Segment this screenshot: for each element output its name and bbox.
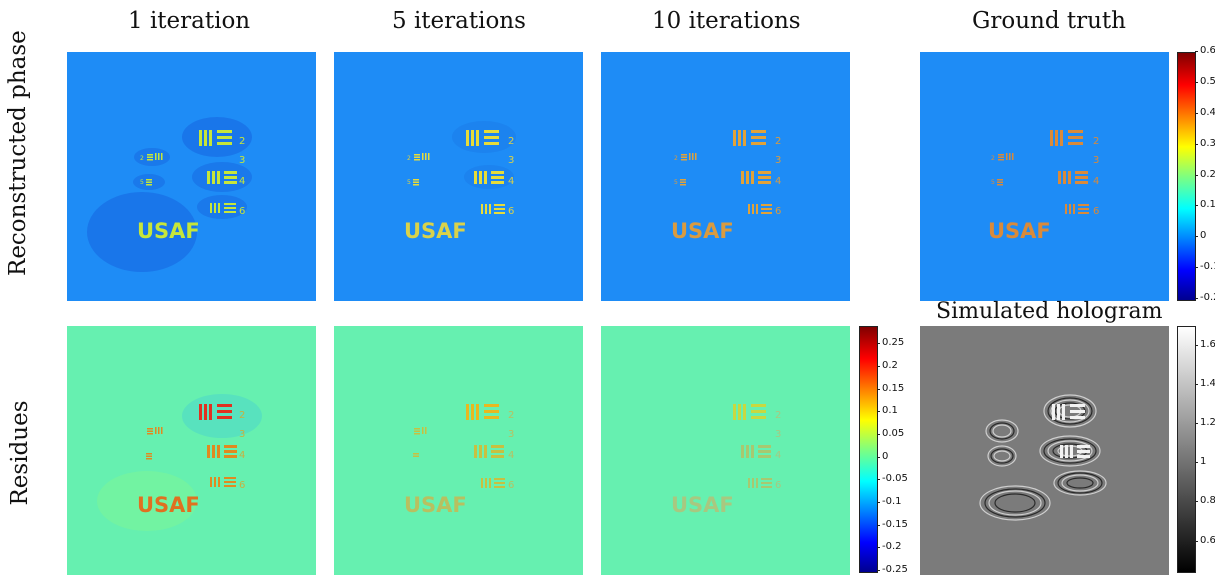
phase-panel-10-iterations: USAF 2 3 4 6 2 5 (601, 52, 850, 301)
column-title-10-iterations: 10 iterations (652, 8, 801, 34)
hologram-panel (920, 326, 1169, 575)
target-number-2: 2 (239, 410, 245, 421)
phase-colorbar-tick: -0.2 (1195, 292, 1215, 303)
svg-text:5: 5 (674, 179, 678, 186)
hologram-colorbar-tick: 0.8 (1195, 495, 1215, 507)
target-number-6: 6 (239, 206, 245, 217)
column-title-5-iterations: 5 iterations (392, 8, 526, 34)
svg-text:2: 2 (674, 155, 678, 162)
usaf-label: USAF (404, 219, 467, 243)
target-number-4: 4 (508, 176, 514, 187)
target-number-3: 3 (775, 155, 781, 166)
column-title-ground-truth: Ground truth (972, 8, 1126, 34)
target-number-3: 3 (1093, 155, 1099, 166)
target-number-6: 6 (508, 480, 514, 491)
target-number-2: 2 (775, 136, 781, 147)
residue-colorbar-tick: -0.2 (877, 541, 902, 553)
phase-image-10-iterations: USAF 2 3 4 6 2 5 (601, 52, 850, 301)
phase-colorbar-tick: 0.5 (1195, 75, 1215, 87)
column-title-1-iteration: 1 iteration (128, 8, 251, 34)
residue-image-10-iterations: USAF 2 3 4 6 (601, 326, 850, 575)
target-number-4: 4 (775, 176, 781, 187)
phase-panel-1-iteration: USAF 2 3 4 6 2 5 (67, 52, 316, 301)
target-number-3: 3 (508, 429, 514, 440)
usaf-label: USAF (137, 219, 200, 243)
target-number-3: 3 (508, 155, 514, 166)
usaf-label: USAF (137, 493, 200, 517)
phase-image-ground-truth: USAF 2 3 4 6 2 5 (920, 52, 1169, 301)
phase-colorbar-tick: -0.1 (1195, 261, 1215, 272)
svg-text:2: 2 (407, 155, 411, 162)
target-number-3: 3 (239, 429, 245, 440)
phase-colorbar-tick: 0.3 (1195, 137, 1215, 149)
svg-text:2: 2 (991, 155, 995, 162)
hologram-colorbar-tick: 1 (1194, 456, 1207, 468)
target-number-6: 6 (1093, 206, 1099, 217)
phase-colorbar-tick: 0 (1194, 230, 1207, 242)
svg-text:5: 5 (991, 179, 995, 186)
target-number-4: 4 (1093, 176, 1099, 187)
usaf-label: USAF (404, 493, 467, 517)
residue-image-5-iterations: USAF 2 3 4 6 (334, 326, 583, 575)
hologram-colorbar-tick: 1.4 (1195, 377, 1215, 389)
target-number-4: 4 (775, 450, 781, 461)
phase-panel-5-iterations: USAF 2 3 4 6 2 5 (334, 52, 583, 301)
hologram-colorbar-tick: 1.6 (1195, 338, 1215, 350)
phase-colorbar-tick: 0.1 (1195, 199, 1215, 211)
hologram-image (920, 326, 1169, 575)
row-label-residues: Residues (7, 400, 33, 506)
svg-text:2: 2 (140, 155, 144, 162)
phase-image-1-iteration: USAF 2 3 4 6 2 5 (67, 52, 316, 301)
target-number-2: 2 (1093, 136, 1099, 147)
residue-colorbar-tick: 0 (876, 450, 889, 462)
usaf-label: USAF (988, 219, 1051, 243)
residue-colorbar-tick: -0.15 (877, 518, 908, 530)
hologram-colorbar (1177, 326, 1196, 573)
residue-colorbar-tick: 0.25 (876, 337, 905, 349)
residue-colorbar-tick: 0.15 (876, 382, 905, 394)
residue-panel-10-iterations: USAF 2 3 4 6 (601, 326, 850, 575)
residue-colorbar-tick: 0.05 (876, 427, 905, 439)
residue-image-1-iteration: USAF 2 3 4 6 (67, 326, 316, 575)
svg-text:5: 5 (407, 179, 411, 186)
residue-colorbar-tick: 0.2 (877, 359, 898, 371)
phase-colorbar-tick: 0.2 (1195, 168, 1215, 180)
residue-colorbar-tick: -0.05 (877, 473, 908, 485)
target-number-6: 6 (508, 206, 514, 217)
residue-panel-1-iteration: USAF 2 3 4 6 (67, 326, 316, 575)
target-number-2: 2 (775, 410, 781, 421)
target-number-6: 6 (775, 206, 781, 217)
phase-image-5-iterations: USAF 2 3 4 6 2 5 (334, 52, 583, 301)
target-number-2: 2 (508, 410, 514, 421)
target-number-6: 6 (239, 480, 245, 491)
residue-colorbar-tick: -0.1 (877, 495, 902, 507)
phase-colorbar (1177, 52, 1196, 301)
residue-colorbar-tick: -0.25 (877, 564, 908, 575)
usaf-label: USAF (671, 493, 734, 517)
residue-colorbar (859, 326, 878, 573)
target-number-3: 3 (239, 155, 245, 166)
residue-panel-5-iterations: USAF 2 3 4 6 (334, 326, 583, 575)
usaf-label: USAF (671, 219, 734, 243)
target-number-6: 6 (775, 480, 781, 491)
svg-text:5: 5 (140, 179, 144, 186)
hologram-title: Simulated hologram (936, 299, 1163, 324)
target-number-4: 4 (508, 450, 514, 461)
target-number-3: 3 (775, 429, 781, 440)
phase-colorbar-tick: 0.6 (1195, 45, 1215, 56)
hologram-colorbar-tick: 1.2 (1195, 417, 1215, 428)
row-label-reconstructed-phase: Reconstructed phase (5, 30, 31, 276)
phase-panel-ground-truth: USAF 2 3 4 6 2 5 (920, 52, 1169, 301)
target-number-2: 2 (508, 136, 514, 147)
target-number-4: 4 (239, 176, 245, 187)
phase-colorbar-tick: 0.4 (1195, 106, 1215, 118)
target-number-4: 4 (239, 450, 245, 461)
target-number-2: 2 (239, 136, 245, 147)
residue-colorbar-tick: 0.1 (877, 405, 898, 417)
hologram-colorbar-tick: 0.6 (1195, 534, 1215, 546)
